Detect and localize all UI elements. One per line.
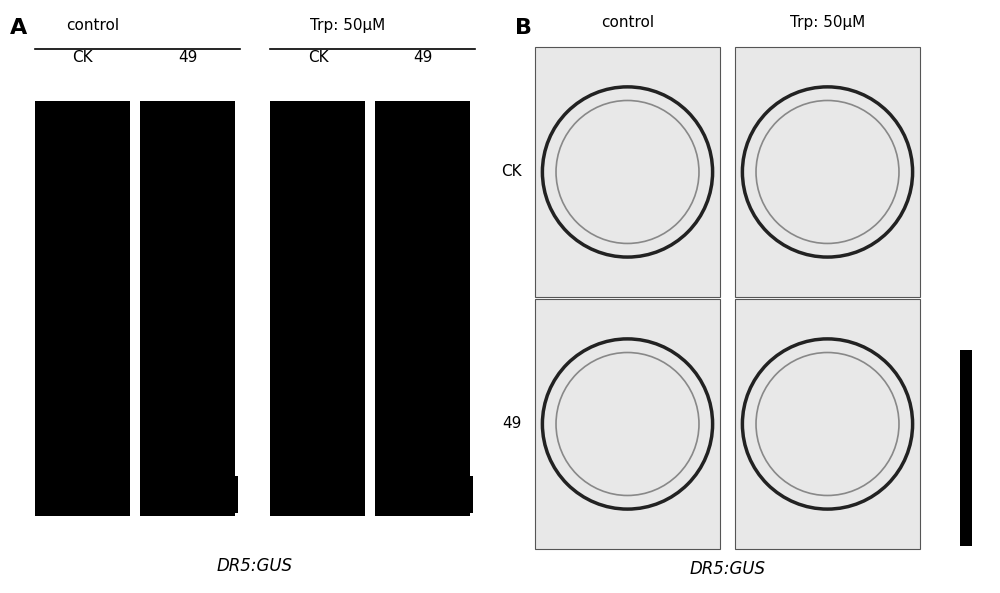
- Bar: [735, 299, 920, 549]
- Bar: [463, 476, 473, 513]
- Text: CK: CK: [501, 164, 522, 180]
- Bar: [535, 299, 720, 549]
- Text: CK: CK: [308, 50, 328, 65]
- Text: Trp: 50μM: Trp: 50μM: [310, 18, 386, 33]
- Text: 49: 49: [178, 50, 198, 65]
- Text: control: control: [601, 15, 655, 30]
- Text: control: control: [66, 18, 120, 33]
- Text: 49: 49: [503, 416, 522, 432]
- Text: Trp: 50μM: Trp: 50μM: [790, 15, 866, 30]
- Bar: [735, 47, 920, 296]
- Bar: [228, 476, 238, 513]
- Text: B: B: [515, 18, 532, 38]
- Text: CK: CK: [72, 50, 93, 65]
- Text: 49: 49: [413, 50, 433, 65]
- Bar: [535, 47, 720, 296]
- Bar: [270, 101, 365, 516]
- Text: DR5:GUS: DR5:GUS: [690, 560, 766, 578]
- Bar: [140, 101, 235, 516]
- Text: A: A: [10, 18, 27, 38]
- Bar: [375, 101, 470, 516]
- Text: DR5:GUS: DR5:GUS: [217, 557, 293, 575]
- Bar: [960, 350, 972, 546]
- Bar: [35, 101, 130, 516]
